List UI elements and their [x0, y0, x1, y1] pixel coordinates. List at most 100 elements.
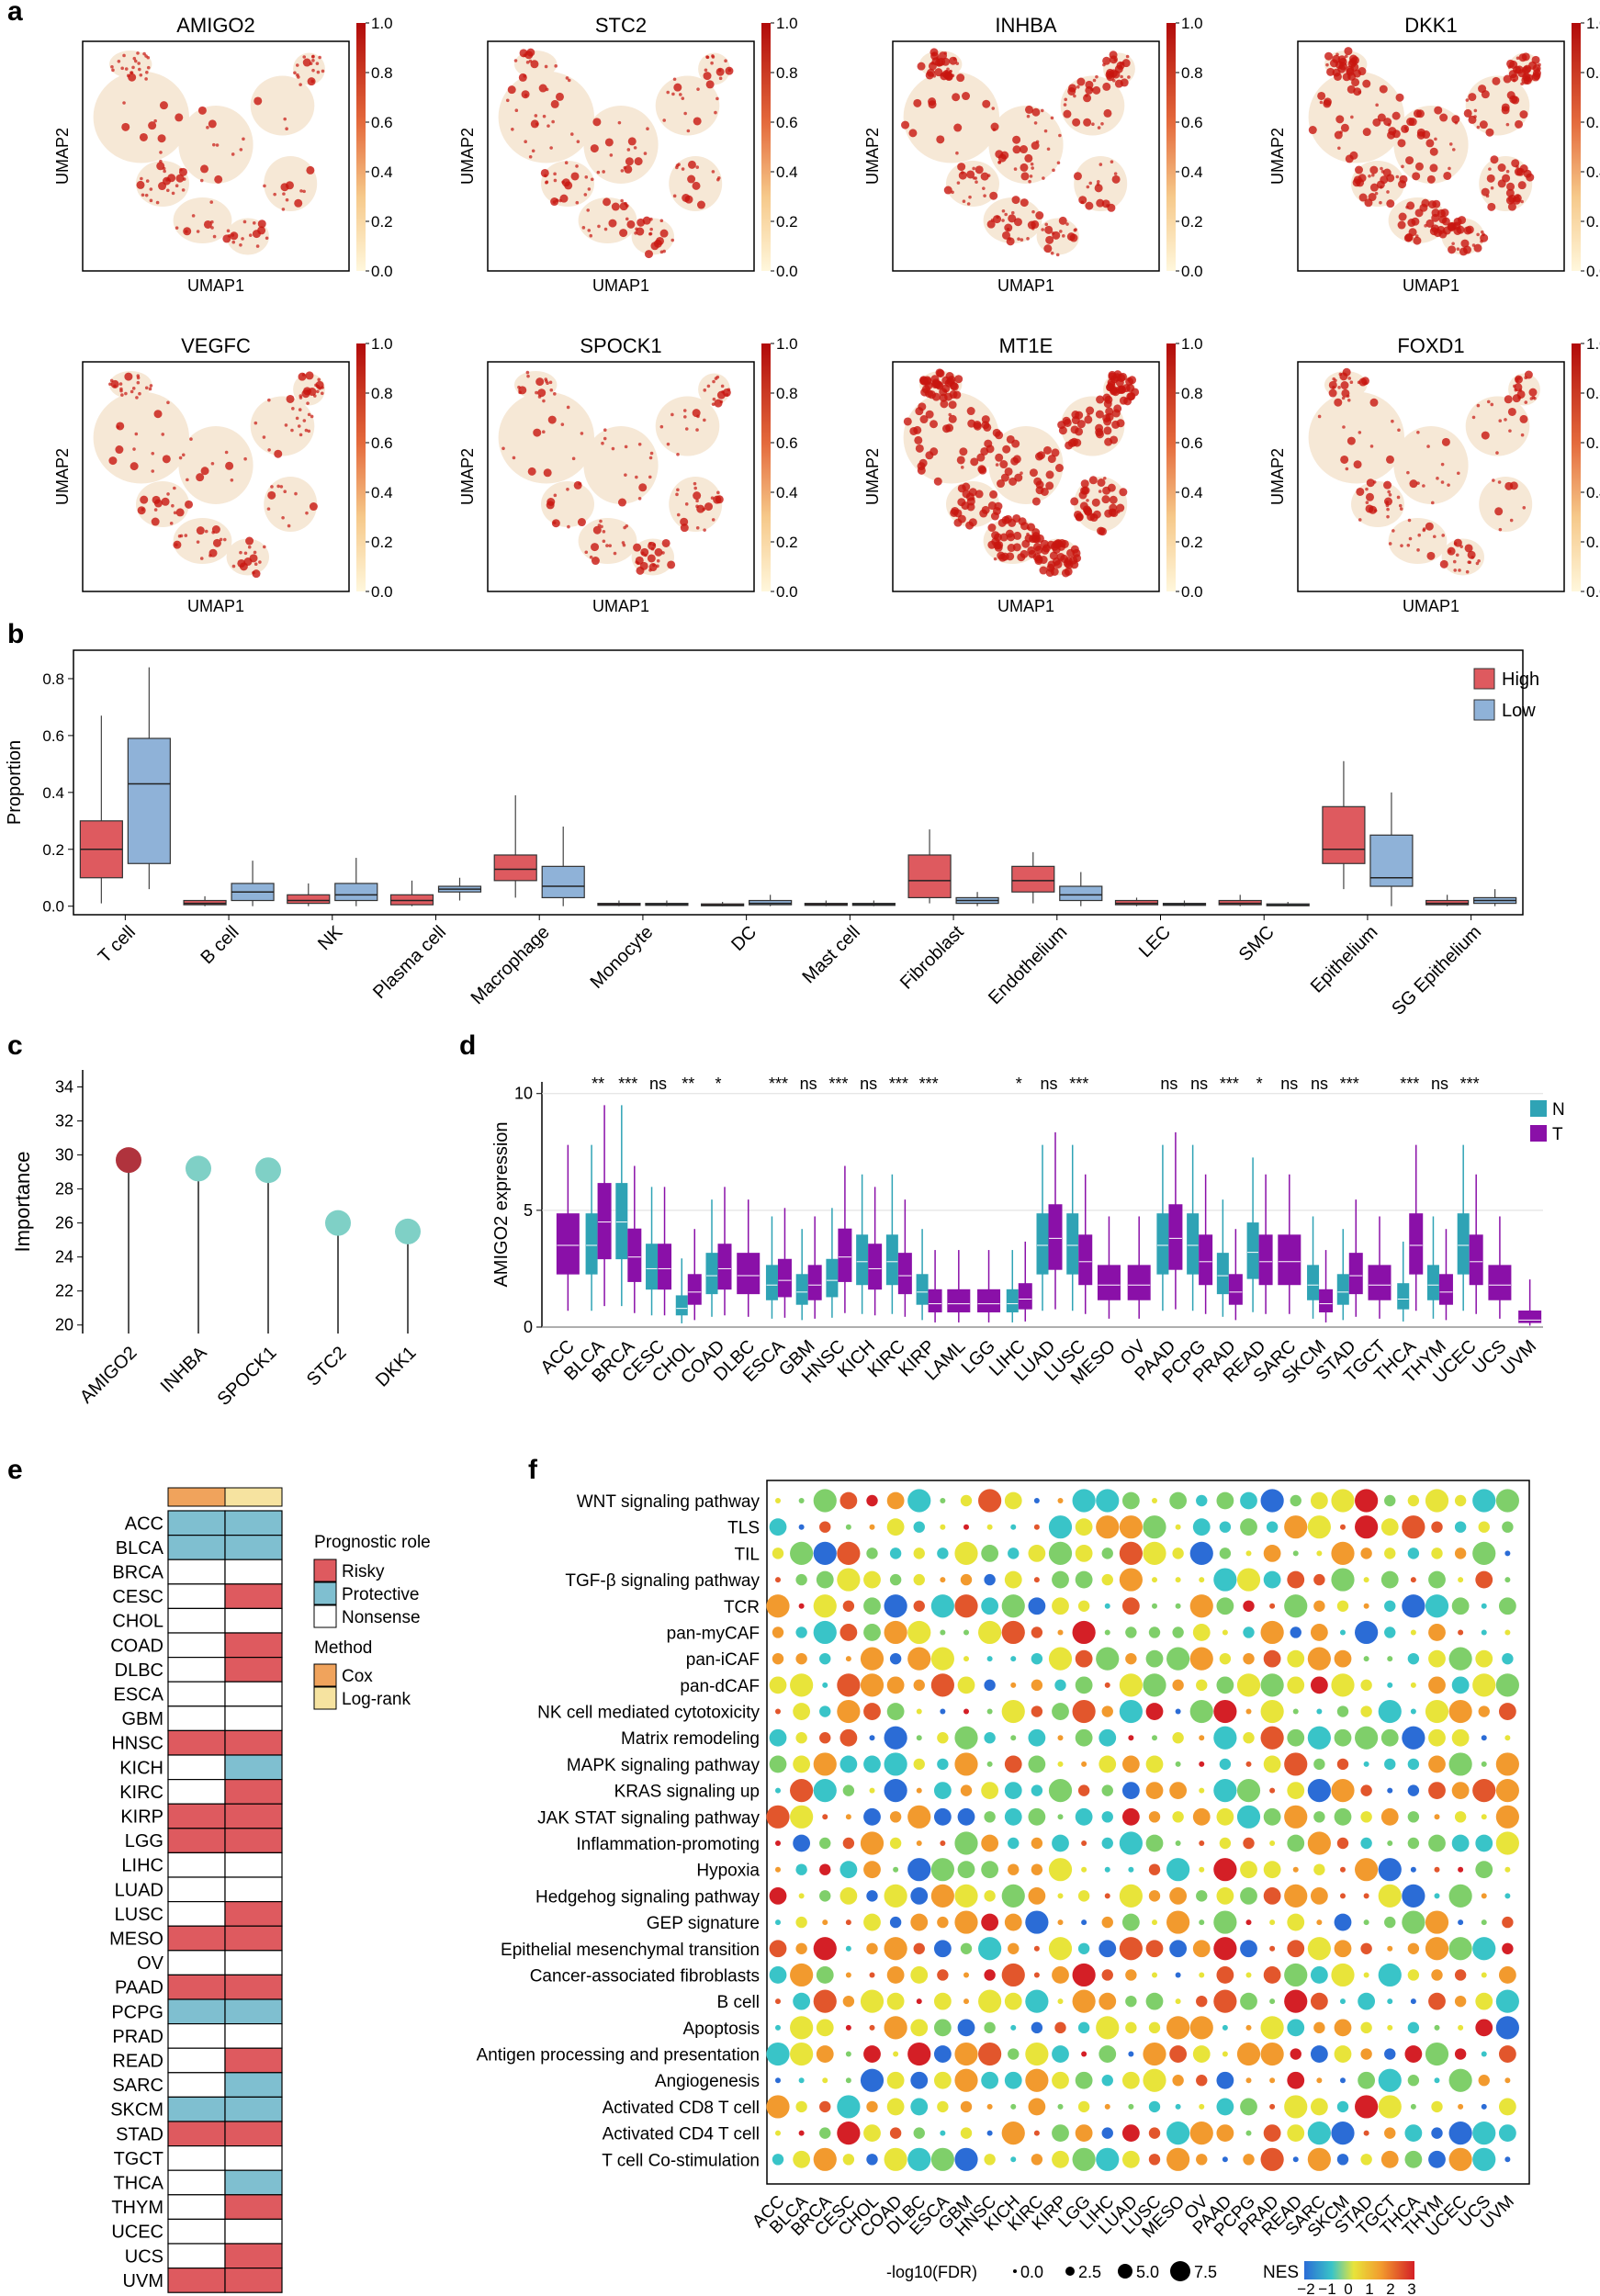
dot: [769, 1940, 787, 1958]
umap-cell: [1505, 169, 1510, 174]
umap-cell: [1386, 190, 1390, 194]
dot: [913, 1548, 925, 1559]
box: [1488, 1265, 1512, 1300]
umap-cell: [144, 77, 148, 81]
y-tick-label: 28: [55, 1180, 73, 1199]
umap-cell: [644, 250, 653, 259]
dot: [1504, 1893, 1511, 1899]
dot: [1475, 1861, 1493, 1879]
dot: [1166, 1858, 1190, 1882]
umap-cell: [1308, 126, 1317, 135]
dot: [1407, 1784, 1420, 1796]
dot: [866, 2154, 878, 2166]
umap-cell: [1096, 395, 1105, 404]
umap-cell: [1455, 553, 1459, 557]
dot: [1169, 2045, 1188, 2063]
dot: [1363, 1761, 1369, 1767]
umap-cell: [565, 76, 569, 80]
umap-cell: [973, 422, 982, 431]
cell-logrank: [224, 1754, 283, 1781]
umap-cell: [952, 57, 957, 61]
umap-cell: [1103, 417, 1112, 426]
umap-cell: [725, 66, 734, 75]
dot: [798, 1603, 805, 1609]
dot: [960, 1573, 973, 1586]
umap-cell: [587, 187, 592, 191]
umap-cell: [569, 132, 574, 136]
dot: [1454, 1521, 1467, 1533]
cell-cox: [167, 1828, 226, 1854]
dot: [1287, 1649, 1305, 1668]
umap-cell: [692, 181, 701, 190]
umap-cell: [952, 93, 961, 102]
dot: [1481, 2051, 1487, 2057]
dot: [1448, 2068, 1472, 2092]
row-label: OV: [137, 1953, 164, 1974]
x-tick-label: LEC: [1135, 922, 1175, 962]
significance-label: *: [715, 1075, 721, 1093]
dot: [1004, 1491, 1022, 1510]
legend-label: Risky: [342, 1562, 385, 1581]
umap-cell: [242, 137, 245, 141]
umap-cell: [659, 229, 669, 238]
dot: [845, 2024, 851, 2031]
dot: [1119, 1515, 1143, 1539]
box: [1278, 1234, 1301, 1286]
cell-logrank: [224, 1950, 283, 1976]
umap-cell: [1388, 542, 1392, 546]
umap-cell: [161, 497, 170, 506]
x-tick-label: UVM: [1497, 1336, 1540, 1379]
umap-cell: [1098, 490, 1102, 493]
umap-cell: [1422, 130, 1431, 140]
colorbar-tick-label: 0.2: [371, 213, 393, 231]
dot: [930, 1647, 954, 1671]
row-label: ACC: [125, 1514, 163, 1534]
umap-cell: [301, 373, 306, 377]
cell-cox: [167, 1803, 226, 1829]
umap-cell: [307, 412, 311, 417]
row-label: KIRC: [119, 1783, 163, 1803]
umap-cell: [1017, 553, 1026, 562]
umap-cell: [1050, 567, 1059, 576]
umap-cell: [1010, 210, 1015, 215]
umap-cell: [635, 475, 638, 479]
row-label: THYM: [111, 2198, 163, 2218]
umap-cell: [1425, 139, 1435, 148]
umap-cell: [1439, 559, 1448, 568]
dot: [1481, 1972, 1487, 1978]
colorbar: [761, 343, 771, 591]
dot: [1360, 1679, 1372, 1692]
umap-cell: [175, 226, 179, 230]
umap-cell: [995, 453, 1004, 462]
colorbar: [1166, 23, 1176, 271]
umap-cell: [222, 234, 231, 243]
umap-cell: [1096, 182, 1100, 186]
dot: [863, 1570, 881, 1589]
dot: [1384, 1600, 1396, 1612]
dot: [1152, 1735, 1157, 1741]
dot: [1269, 1603, 1276, 1609]
umap-cell: [200, 164, 209, 174]
umap-cell: [239, 550, 242, 555]
umap-cell: [115, 445, 124, 455]
dot: [884, 2016, 907, 2040]
umap-cell: [1007, 544, 1016, 553]
umap-cell: [1458, 568, 1461, 572]
dot: [1145, 1940, 1164, 1958]
dot: [772, 2154, 784, 2166]
umap-cell: [302, 55, 307, 59]
dot: [1284, 1805, 1308, 1829]
cell-logrank: [224, 1632, 283, 1659]
dot: [1387, 1945, 1393, 1952]
row-label: UCEC: [111, 2223, 163, 2243]
dot: [1290, 1626, 1301, 1638]
umap-xlabel: UMAP1: [1403, 597, 1459, 615]
dot: [963, 1656, 969, 1662]
umap-cell: [1468, 560, 1472, 565]
significance-label: *: [1016, 1075, 1022, 1093]
dot: [837, 1568, 861, 1592]
umap-cell: [602, 170, 605, 174]
dot: [1236, 1568, 1261, 1592]
box: [493, 854, 537, 882]
